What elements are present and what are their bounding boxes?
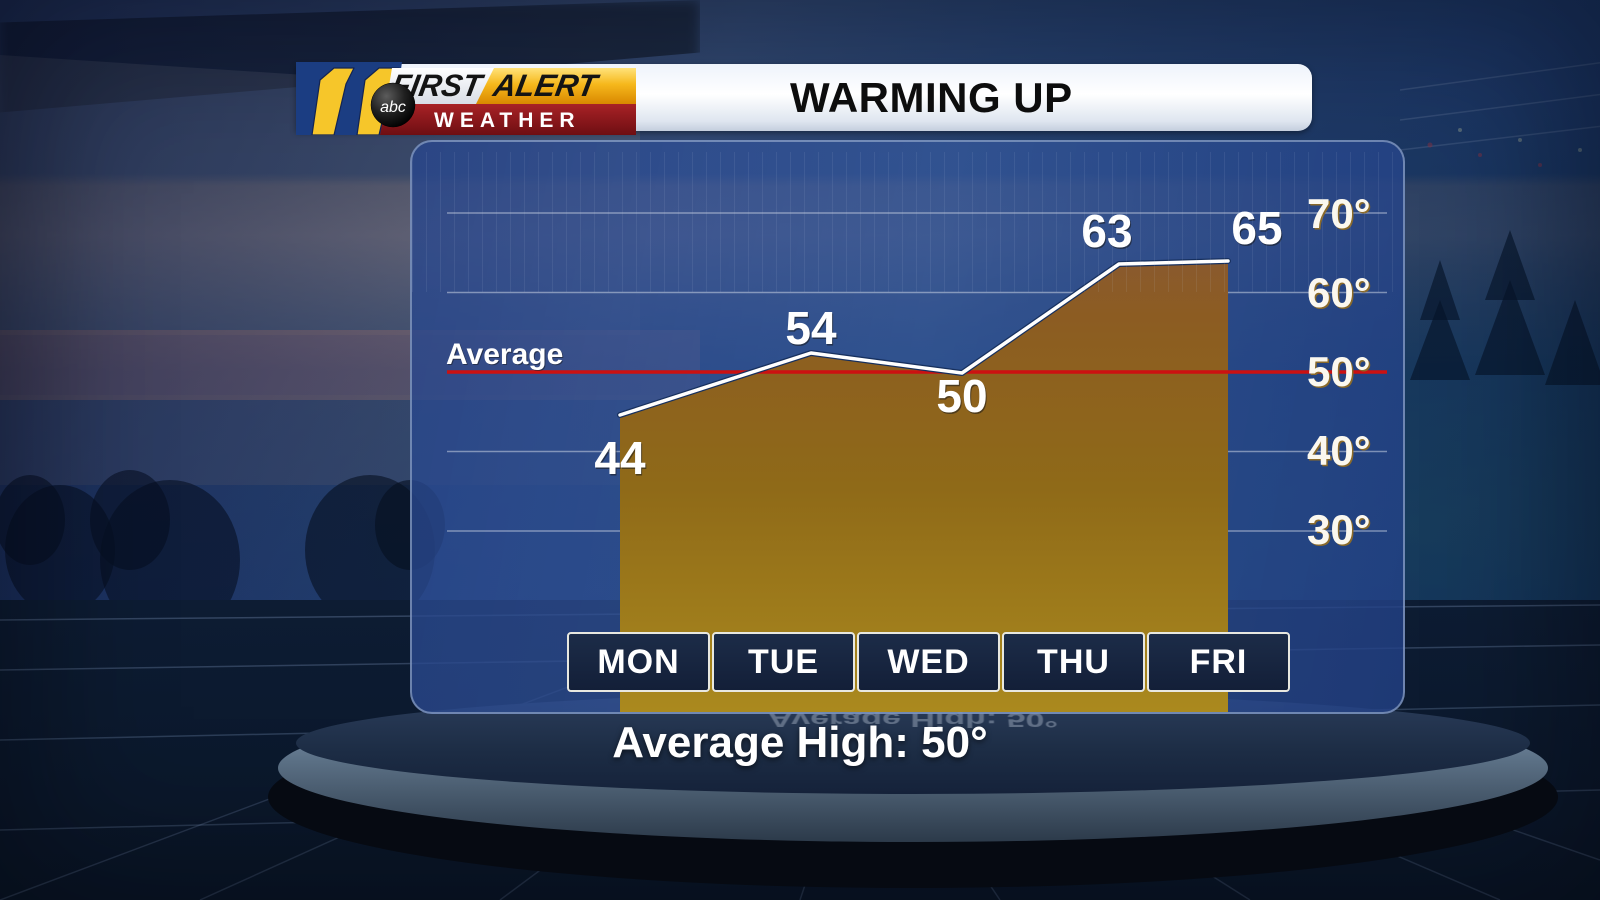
svg-text:abc: abc [380,99,406,116]
svg-text:WEATHER: WEATHER [434,109,581,132]
svg-text:ALERT: ALERT [490,68,603,103]
